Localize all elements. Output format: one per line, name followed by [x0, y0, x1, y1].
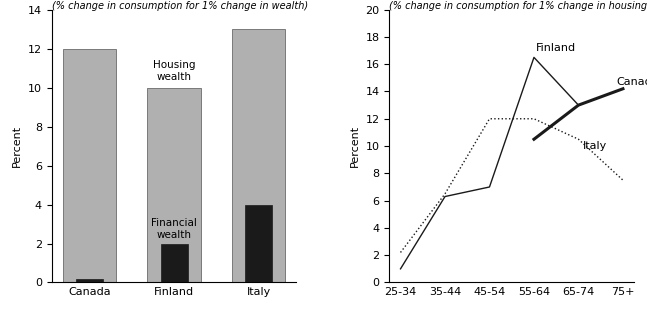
- Text: (% change in consumption for 1% change in wealth): (% change in consumption for 1% change i…: [52, 2, 308, 12]
- Text: Finland: Finland: [536, 43, 576, 53]
- Y-axis label: Percent: Percent: [12, 125, 23, 167]
- Text: Canada: Canada: [616, 77, 647, 87]
- Bar: [245, 204, 272, 282]
- Y-axis label: Percent: Percent: [350, 125, 360, 167]
- Text: Housing
wealth: Housing wealth: [153, 60, 195, 82]
- Bar: [160, 244, 188, 282]
- Bar: [148, 88, 201, 282]
- Text: Financial
wealth: Financial wealth: [151, 218, 197, 239]
- Bar: [232, 29, 285, 282]
- Text: Italy: Italy: [583, 141, 607, 151]
- Bar: [76, 279, 103, 282]
- Bar: [63, 48, 116, 282]
- Text: (% change in consumption for 1% change in housing wealth): (% change in consumption for 1% change i…: [389, 2, 647, 12]
